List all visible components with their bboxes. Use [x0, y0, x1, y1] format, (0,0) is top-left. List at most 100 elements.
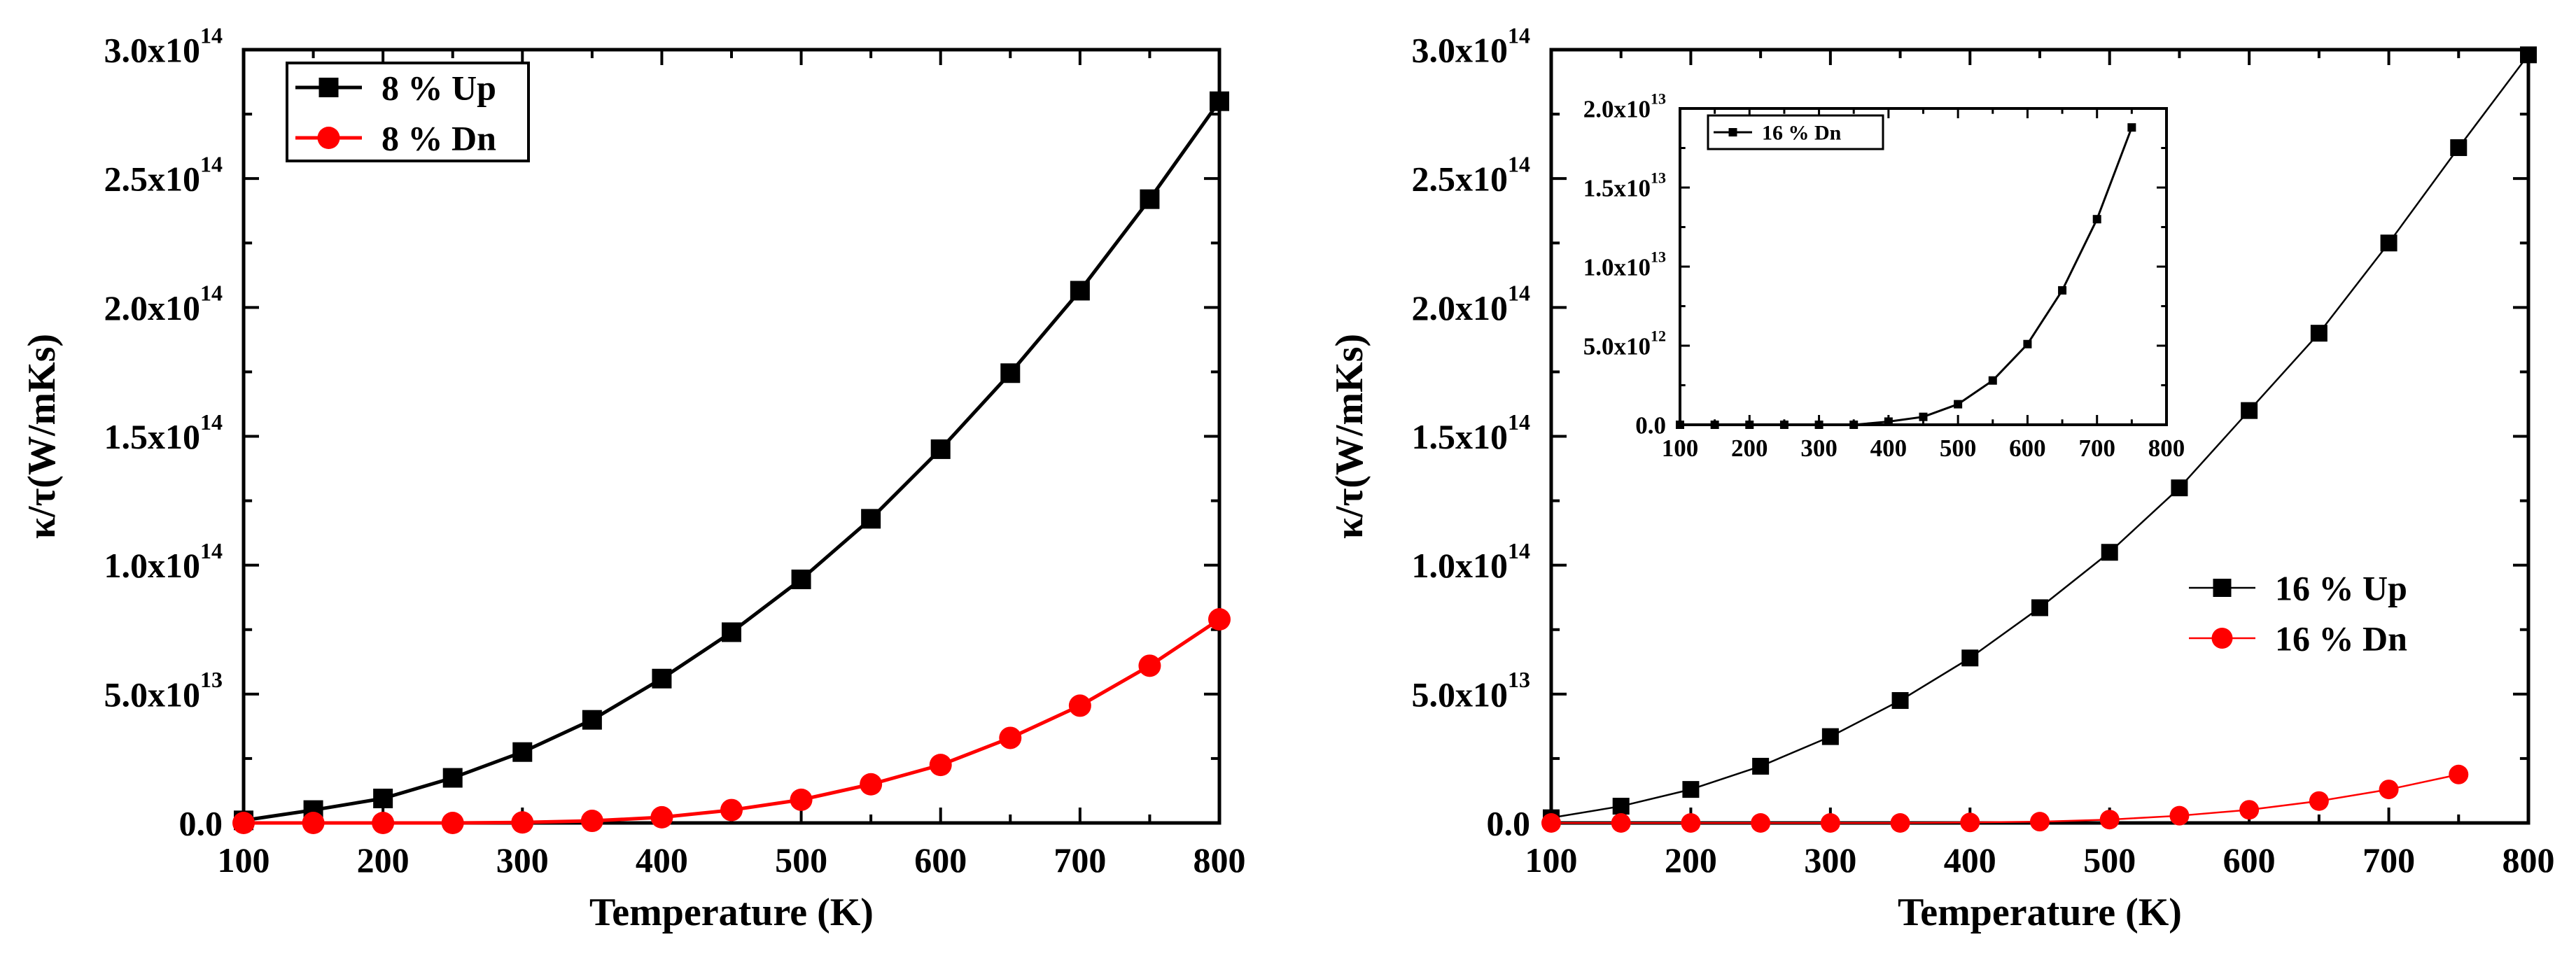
x-tick-label: 300	[496, 840, 549, 880]
series-line	[1680, 127, 2133, 426]
data-point	[232, 812, 255, 834]
data-point	[1070, 281, 1090, 301]
x-tick-label: 100	[218, 840, 270, 880]
data-point	[373, 789, 393, 809]
series-line	[1551, 773, 2459, 824]
data-point	[2099, 810, 2120, 830]
x-tick-label: 600	[914, 840, 967, 880]
data-point	[722, 622, 741, 642]
data-point	[1611, 813, 1631, 833]
data-point	[1068, 694, 1091, 717]
data-point	[791, 569, 811, 589]
x-tick-label: 300	[1804, 840, 1856, 880]
data-point	[511, 811, 534, 834]
data-point	[2127, 123, 2136, 132]
x-axis-title: Temperature (K)	[1898, 891, 2182, 934]
data-point	[930, 439, 951, 459]
legend-marker	[1728, 128, 1737, 136]
data-point	[2171, 479, 2188, 497]
data-point	[1820, 813, 1840, 833]
data-point	[1890, 813, 1910, 833]
data-point	[302, 812, 325, 834]
data-point	[861, 509, 881, 529]
x-tick-label: 800	[2502, 840, 2555, 880]
data-point	[1000, 363, 1021, 383]
legend-label: 16 % Dn	[1762, 122, 1842, 145]
data-point	[1138, 654, 1161, 677]
data-point	[652, 668, 672, 689]
y-tick-label: 3.0x1014	[1412, 22, 1531, 69]
data-point	[2310, 325, 2328, 342]
data-point	[2058, 286, 2067, 295]
data-point	[1961, 649, 1979, 667]
data-point	[1779, 421, 1788, 429]
x-tick-label: 500	[775, 840, 827, 880]
data-point	[1710, 421, 1719, 429]
x-tick-label: 100	[1662, 435, 1699, 462]
data-point	[720, 798, 743, 822]
x-tick-label: 100	[1525, 840, 1578, 880]
legend-label: 8 % Up	[382, 69, 496, 108]
y-tick-label: 5.0x1012	[1583, 327, 1666, 360]
x-tick-label: 700	[1054, 840, 1106, 880]
legend-marker	[2211, 628, 2233, 649]
data-point	[442, 768, 463, 788]
x-tick-label: 700	[2078, 435, 2115, 462]
data-point	[1541, 813, 1561, 833]
data-point	[2239, 800, 2260, 820]
data-point	[2023, 339, 2032, 348]
y-tick-label: 2.0x1013	[1583, 90, 1666, 123]
x-tick-label: 800	[1194, 840, 1246, 880]
data-point	[1208, 608, 1231, 631]
legend-marker	[318, 78, 339, 97]
y-tick-label: 2.0x1014	[1412, 281, 1531, 327]
x-tick-label: 600	[2009, 435, 2046, 462]
plot-frame	[1679, 107, 2168, 426]
x-tick-label: 700	[2362, 840, 2415, 880]
y-tick-label: 1.0x1013	[1583, 248, 1666, 281]
y-tick-label: 0.0	[1487, 804, 1531, 843]
legend-marker	[2213, 579, 2232, 597]
legend-label: 16 % Dn	[2275, 619, 2407, 658]
data-point	[1140, 189, 1160, 209]
y-tick-label: 1.0x1014	[1412, 538, 1531, 585]
data-point	[2309, 791, 2329, 811]
data-point	[2169, 805, 2190, 826]
data-point	[1849, 421, 1858, 429]
y-tick-label: 2.0x1014	[104, 281, 223, 327]
data-point	[441, 812, 464, 834]
data-point	[1681, 813, 1701, 833]
data-point	[650, 805, 673, 829]
data-point	[372, 812, 395, 834]
data-point	[929, 754, 952, 777]
data-point	[2241, 402, 2258, 419]
y-tick-label: 2.5x1014	[104, 151, 223, 198]
x-tick-label: 500	[1940, 435, 1977, 462]
data-point	[790, 788, 813, 811]
y-tick-label: 3.0x1014	[104, 22, 223, 69]
data-point	[1210, 91, 1229, 111]
data-point	[1960, 812, 1980, 833]
data-point	[1751, 813, 1771, 833]
data-point	[860, 773, 883, 796]
panel-left: 100 200 300 400 500 600 700 800 0.0 5.0x1013 1.0x1…	[20, 22, 1246, 934]
x-tick-label: 500	[2083, 840, 2136, 880]
data-point	[1752, 757, 1770, 775]
y-tick-label: 5.0x1013	[104, 667, 223, 714]
x-tick-label: 300	[1800, 435, 1837, 462]
y-tick-label: 1.5x1013	[1583, 169, 1666, 202]
data-point	[512, 742, 533, 762]
legend-label: 8 % Dn	[382, 119, 496, 158]
legend-marker	[317, 127, 340, 149]
x-tick-label: 400	[1944, 840, 1996, 880]
data-point	[2030, 812, 2050, 832]
data-point	[1676, 421, 1684, 429]
panel-inset: 100 200 300 400 500 600 700 800 0.0 5.0x1012 1.0x1…	[1583, 90, 2185, 462]
x-tick-label: 200	[1665, 840, 1717, 880]
x-tick-label: 400	[636, 840, 688, 880]
data-point	[1884, 417, 1893, 426]
panel-right: 100 200 300 400 500 600 700 800 0.0 5.0x1013 1.0x1…	[1328, 22, 2555, 934]
data-point	[1954, 400, 1963, 409]
data-point	[1891, 692, 1909, 710]
data-point	[1988, 376, 1997, 385]
